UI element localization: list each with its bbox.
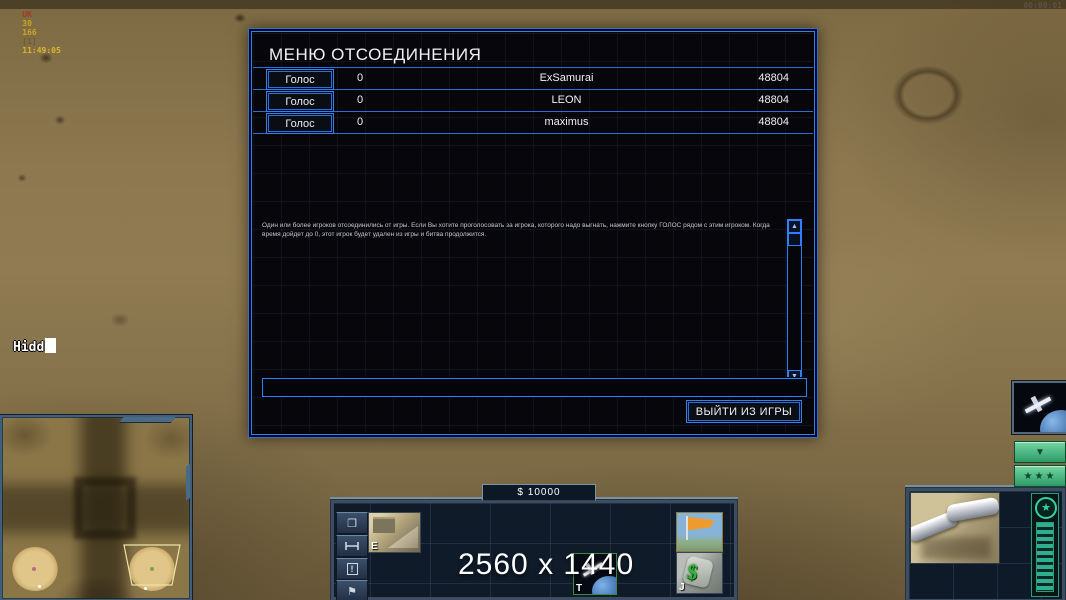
scroll-up-icon[interactable]: ▲ — [788, 220, 801, 233]
selection-panel: ★ — [905, 485, 1066, 600]
vote-button[interactable]: Голос — [266, 69, 334, 90]
repair-button[interactable] — [336, 535, 368, 557]
player-row: Голос 0 maximus 48804 — [249, 112, 817, 134]
rank-stars-icon: ★★★ — [1023, 470, 1057, 482]
minimap-frame-side — [186, 463, 190, 501]
health-bar — [1036, 522, 1054, 592]
player-name: ExSamurai — [539, 72, 594, 84]
text-cursor — [45, 338, 57, 353]
debug-value: 166 — [22, 28, 37, 37]
player-name: maximus — [544, 116, 589, 128]
command-bar: $ 10000 ❐ ! ⚑ E T $ J — [330, 484, 738, 600]
alert-button[interactable]: ! — [336, 558, 368, 580]
general-rank-button[interactable]: ★★★ — [1014, 465, 1066, 487]
minimap[interactable] — [0, 415, 192, 600]
chat-typing-line: Hidd — [13, 338, 57, 355]
idle-worker-button[interactable]: ❐ — [336, 512, 368, 534]
hotkey-label: J — [679, 582, 685, 593]
quit-game-button[interactable]: ВЫЙТИ ИЗ ИГРЫ — [686, 400, 802, 423]
collapse-panel-button[interactable]: ▼ — [1014, 441, 1066, 463]
debug-time: 11:49:05 — [22, 46, 61, 55]
info-scrollbar[interactable]: ▲ ▼ — [787, 219, 802, 384]
wrench-icon — [345, 542, 359, 550]
player-ping: 48804 — [758, 116, 789, 128]
chat-typed-text: Hidd — [13, 340, 45, 355]
building-portrait[interactable] — [911, 493, 999, 563]
vote-button[interactable]: Голос — [266, 113, 334, 134]
debug-extra: [1] — [22, 37, 37, 46]
minimap-road-horizontal — [2, 484, 190, 534]
row-separator — [253, 67, 813, 68]
minimap-unit-dot — [144, 587, 147, 590]
menu-title: МЕНЮ ОТСОЕДИНЕНИЯ — [269, 45, 482, 64]
debug-fps: 30 — [22, 19, 32, 28]
windows-icon: ❐ — [347, 517, 357, 530]
hotkey-label: E — [371, 541, 378, 552]
minimap-frame-tab — [119, 417, 177, 422]
alert-icon: ! — [346, 563, 358, 575]
resolution-watermark: 2560 x 1440 — [458, 548, 635, 581]
camera-frustum — [123, 544, 181, 586]
supply-drop-button[interactable]: $ J — [677, 553, 722, 593]
row-separator — [253, 111, 813, 112]
beacon-button[interactable]: ⚑ — [336, 580, 368, 600]
chevron-down-icon: ▼ — [1035, 446, 1045, 458]
disconnect-info-text: Один или более игроков отсоединились от … — [262, 222, 770, 238]
building-cylinder — [945, 496, 999, 523]
vote-count: 0 — [357, 94, 364, 106]
portrait-shadow — [921, 537, 991, 559]
top-shade — [0, 0, 1066, 9]
vote-count: 0 — [357, 72, 364, 84]
earth-icon — [1040, 410, 1066, 432]
player-ping: 48804 — [758, 94, 789, 106]
debug-region: UK — [22, 10, 32, 19]
disconnect-menu-panel: МЕНЮ ОТСОЕДИНЕНИЯ Голос 0 ExSamurai 4880… — [248, 28, 818, 438]
vote-count: 0 — [357, 116, 364, 128]
veterancy-star-icon: ★ — [1035, 497, 1057, 519]
spy-satellite-button[interactable]: T — [573, 553, 617, 595]
debug-overlay: UK 30 166 [1] 11:49:05 — [3, 1, 61, 64]
row-separator — [253, 133, 813, 134]
player-ping: 48804 — [758, 72, 789, 84]
minimap-unit-dot — [150, 567, 154, 571]
player-row: Голос 0 LEON 48804 — [249, 90, 817, 112]
minimap-unit-dot — [32, 567, 36, 571]
money-display: $ 10000 — [482, 484, 596, 501]
earth-icon — [592, 576, 616, 594]
satellite-camera-thumbnail[interactable] — [1012, 381, 1066, 434]
player-name: LEON — [551, 94, 582, 106]
row-separator — [253, 89, 813, 90]
minimap-center-structure — [74, 477, 136, 539]
minimap-unit-dot — [38, 585, 41, 588]
menu-chat-input[interactable] — [262, 378, 807, 397]
build-dozer-button[interactable]: E — [369, 513, 420, 552]
flag-pole — [686, 516, 688, 540]
selection-grid: ★ — [909, 491, 1062, 599]
dozer-icon — [373, 517, 395, 533]
scrollbar-thumb[interactable] — [788, 233, 801, 246]
status-column: ★ — [1031, 493, 1059, 597]
game-clock: 00:00:01 — [1023, 1, 1062, 10]
hotkey-label: T — [576, 583, 583, 594]
flag-icon: ⚑ — [347, 585, 357, 598]
player-row: Голос 0 ExSamurai 48804 — [249, 68, 817, 90]
orange-flag-icon — [688, 517, 714, 531]
rally-flag-button[interactable] — [677, 513, 722, 551]
vote-button[interactable]: Голос — [266, 91, 334, 112]
